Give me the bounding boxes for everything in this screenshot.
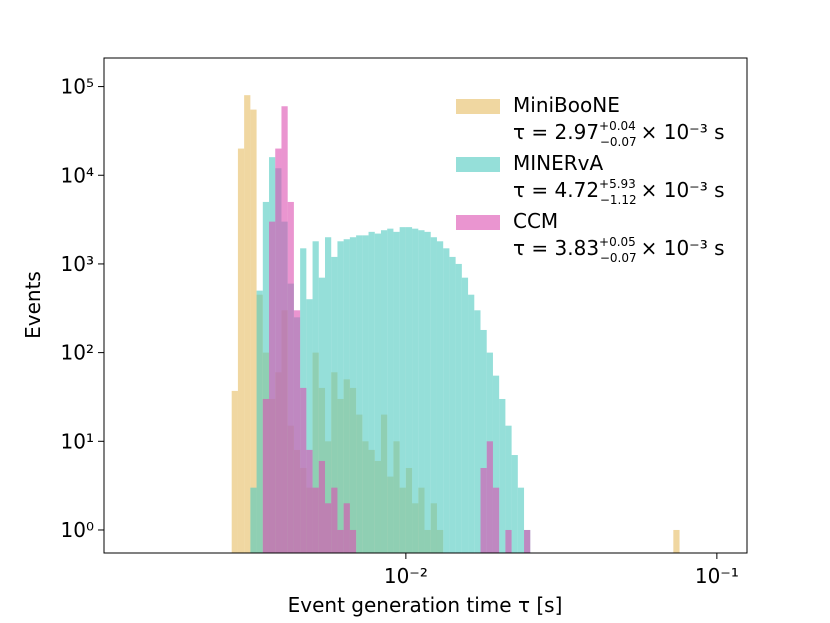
bar <box>673 529 680 553</box>
bar <box>436 241 444 554</box>
bar <box>287 201 294 554</box>
bar <box>343 503 350 553</box>
legend-tau-sub: −0.07 <box>600 251 637 265</box>
bar <box>306 299 313 553</box>
bar <box>356 235 363 553</box>
bar <box>492 375 500 553</box>
bar <box>306 449 313 553</box>
bar <box>318 460 326 553</box>
bar <box>250 487 257 553</box>
bar <box>486 441 493 553</box>
bar <box>412 228 419 553</box>
bar <box>424 231 431 553</box>
bar <box>337 241 344 554</box>
bar <box>281 106 288 553</box>
bar <box>418 230 425 554</box>
bar <box>505 425 512 553</box>
y-tick-label: 10¹ <box>61 429 94 453</box>
y-axis-label: Events <box>21 271 45 339</box>
legend-tau-tail: × 10⁻³ s <box>641 178 725 202</box>
bar <box>455 263 462 553</box>
y-tick-label: 10⁰ <box>61 518 94 542</box>
bar <box>524 529 531 553</box>
plot-frame <box>103 57 748 554</box>
x-tick-label: 10⁻² <box>384 564 428 588</box>
y-tick-label: 10⁴ <box>61 163 94 187</box>
bar <box>244 95 251 553</box>
legend-label: CCM <box>513 209 558 233</box>
bar <box>349 529 357 553</box>
bar <box>443 248 450 553</box>
bar <box>331 256 338 553</box>
y-tick-label: 10² <box>61 341 94 365</box>
bar <box>474 310 481 553</box>
legend-tau-sup: +0.04 <box>599 119 636 133</box>
bar <box>499 398 506 553</box>
bar <box>343 239 350 553</box>
bar <box>275 148 282 553</box>
bar <box>256 290 263 553</box>
legend-tau-tail: × 10⁻³ s <box>641 236 725 260</box>
x-axis-label: Event generation time τ [s] <box>288 593 563 617</box>
legend-tau-value: τ = 2.97 <box>513 120 599 144</box>
legend-tau-value: τ = 3.83 <box>513 236 599 260</box>
bar <box>405 227 413 554</box>
bar <box>380 230 388 554</box>
legend-tau-sub: −1.12 <box>600 193 637 207</box>
bar <box>250 109 257 553</box>
bar <box>362 235 369 553</box>
bar <box>337 529 344 553</box>
bar <box>325 237 332 553</box>
bar <box>300 387 307 553</box>
bar <box>374 233 381 553</box>
bar <box>293 310 301 553</box>
bar <box>325 503 332 553</box>
bar <box>430 237 437 553</box>
legend-tau-sub: −0.07 <box>600 135 637 149</box>
bar <box>492 487 500 553</box>
legend-tau: τ = 4.72+5.93 −1.12 × 10⁻³ s <box>513 177 725 207</box>
bar <box>331 487 338 553</box>
legend-tau: τ = 2.97+0.04 −0.07 × 10⁻³ s <box>513 119 725 149</box>
legend-swatch <box>456 99 500 114</box>
bar <box>480 329 487 553</box>
legend-tau-sup: +0.05 <box>599 235 636 249</box>
bar <box>393 231 400 553</box>
y-tick-label: 10³ <box>61 252 94 276</box>
legend-label: MiniBooNE <box>513 93 620 117</box>
bar <box>368 231 375 553</box>
bar <box>237 148 245 553</box>
legend-swatch <box>456 215 500 230</box>
bar <box>399 227 406 554</box>
legend-tau: τ = 3.83+0.05 −0.07 × 10⁻³ s <box>513 235 725 265</box>
legend-tau-value: τ = 4.72 <box>513 178 599 202</box>
bar <box>312 241 319 554</box>
legend-tau-sup: +5.93 <box>599 177 636 191</box>
bar <box>269 221 276 554</box>
y-tick-label: 10⁵ <box>61 75 94 99</box>
legend-label: MINERvA <box>513 151 603 175</box>
bar <box>312 487 319 553</box>
bar <box>505 529 512 553</box>
bar <box>511 455 518 553</box>
bar <box>480 467 487 553</box>
bar <box>449 256 456 553</box>
bar <box>231 390 238 553</box>
bar <box>517 487 525 553</box>
legend-tau-tail: × 10⁻³ s <box>641 120 725 144</box>
bar <box>318 277 326 553</box>
bar <box>387 228 394 553</box>
bar <box>468 294 475 553</box>
x-tick-label: 10⁻¹ <box>695 564 739 588</box>
bar <box>349 237 357 553</box>
bar <box>262 398 270 553</box>
bar <box>262 201 270 554</box>
legend-swatch <box>456 157 500 172</box>
bar <box>461 277 469 553</box>
